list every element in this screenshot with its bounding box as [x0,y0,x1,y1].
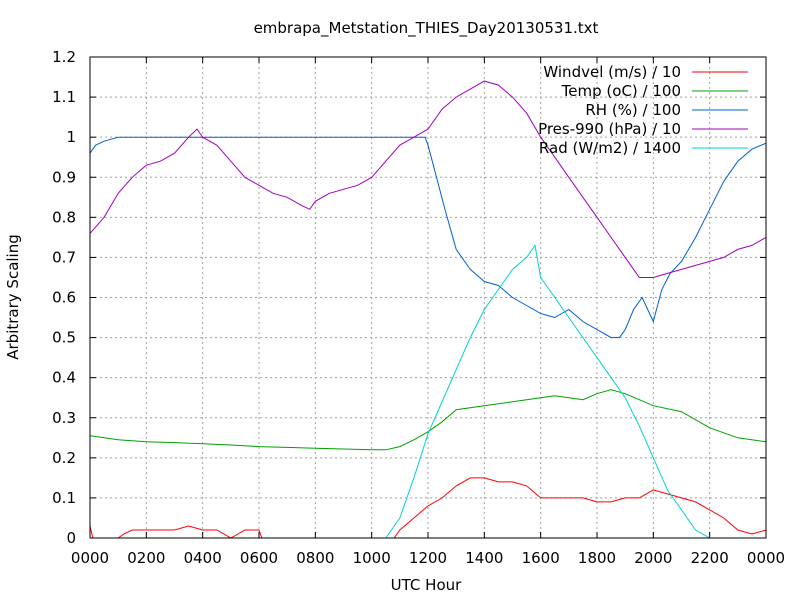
series-line-1 [89,477,767,539]
y-tick-label: 0.3 [52,409,76,427]
legend-label: Rad (W/m2) / 1400 [539,139,681,157]
y-tick-label: 0 [66,529,76,547]
series-line-3 [89,136,767,339]
series-line-5 [90,244,766,539]
series-line-4 [89,80,767,278]
x-tick-label: 0800 [296,549,334,567]
series-lines [89,80,767,539]
y-tick-label: 1.1 [52,88,76,106]
chart-title: embrapa_Metstation_THIES_Day20130531.txt [254,19,599,38]
y-tick-label: 0.7 [52,248,76,266]
y-tick-label: 1.2 [52,48,76,66]
x-tick-label: 0200 [127,549,165,567]
y-tick-label: 0.2 [52,449,76,467]
y-tick-label: 0.1 [52,489,76,507]
y-tick-label: 0.4 [52,369,76,387]
y-tick-label: 0.5 [52,329,76,347]
plot-frame [89,56,767,539]
y-tick-label: 0.9 [52,168,76,186]
x-tick-label: 2000 [634,549,672,567]
x-tick-label: 0000 [747,549,785,567]
legend-label: RH (%) / 100 [585,101,681,119]
x-tick-label: 0400 [184,549,222,567]
y-tick-label: 1 [66,128,76,146]
series-line-2 [89,389,767,451]
x-tick-label: 2200 [691,549,729,567]
y-tick-label: 0.6 [52,289,76,307]
x-tick-label: 0600 [240,549,278,567]
axis-ticks: 0 0.1 0.2 0.3 0.4 0.5 0.6 0.7 0.8 0.9 1 1.1 1.2 0000 0… [52,48,785,567]
x-tick-label: 0000 [71,549,109,567]
y-axis-label: Arbitrary Scaling [4,234,22,360]
x-tick-label: 1200 [409,549,447,567]
x-axis-label: UTC Hour [391,576,462,594]
x-tick-label: 1800 [578,549,616,567]
x-tick-label: 1000 [353,549,391,567]
legend-label: Pres-990 (hPa) / 10 [538,120,681,138]
x-tick-label: 1600 [522,549,560,567]
legend-label: Temp (oC) / 100 [561,82,681,100]
y-tick-label: 0.8 [52,208,76,226]
x-tick-label: 1400 [465,549,503,567]
legend-label: Windvel (m/s) / 10 [543,63,681,81]
